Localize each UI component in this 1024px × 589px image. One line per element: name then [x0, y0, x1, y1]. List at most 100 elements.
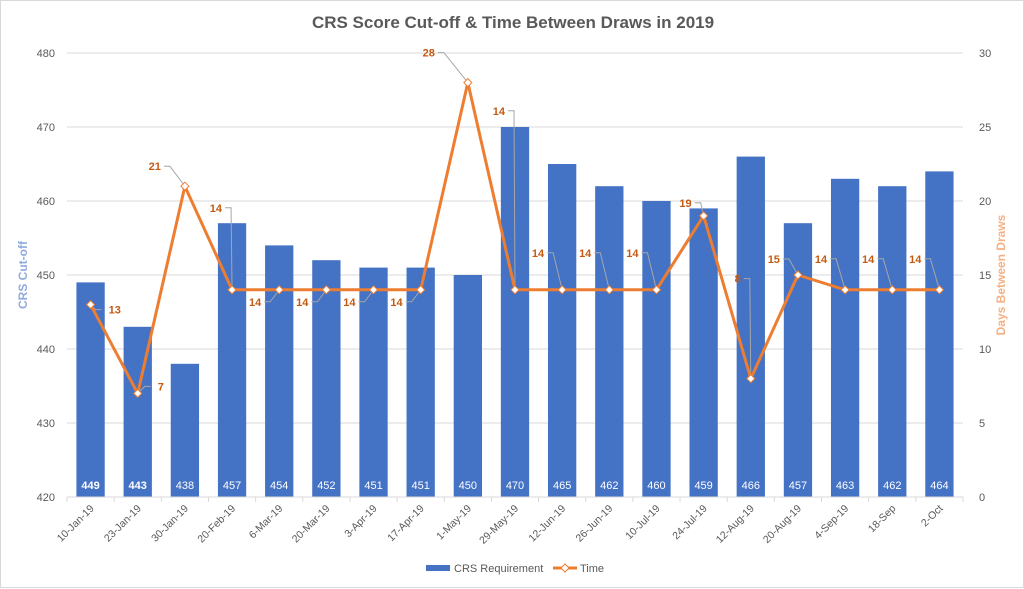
leader-line [311, 289, 327, 303]
x-tick-label: 23-Jan-19 [102, 503, 144, 545]
right-tick-label: 0 [979, 492, 985, 504]
x-tick-label: 12-Jun-19 [526, 503, 568, 545]
time-marker [887, 285, 897, 295]
leader-line [594, 252, 610, 290]
leader-line [782, 258, 799, 276]
bar-value-label: 443 [129, 480, 147, 492]
x-tick-label: 12-Aug-19 [714, 503, 757, 546]
bar-value-label: 438 [176, 480, 194, 492]
leader-line [877, 258, 893, 290]
bar [595, 186, 624, 497]
leader-line [694, 202, 705, 216]
leader-line [743, 278, 752, 379]
x-tick-label: 2-Oct [919, 503, 946, 530]
bar-value-label: 460 [647, 480, 665, 492]
x-tick-label: 20-Feb-19 [195, 503, 238, 546]
left-axis-ticks: 420 430 440 450 460 470 480 [37, 48, 55, 504]
leader-line [641, 252, 657, 290]
time-marker [746, 373, 756, 384]
bar-value-label: 454 [270, 480, 288, 492]
time-marker [180, 181, 190, 191]
left-tick-label: 480 [37, 48, 55, 60]
x-tick-label: 30-Jan-19 [149, 503, 191, 545]
right-tick-label: 30 [979, 48, 991, 60]
time-marker [321, 285, 332, 295]
x-axis [66, 496, 964, 502]
bar [783, 223, 813, 497]
time-marker [934, 285, 945, 295]
time-marker [604, 285, 615, 295]
bar [642, 201, 671, 497]
bar [736, 156, 765, 497]
bar-value-label: 470 [506, 480, 524, 492]
chart-title: CRS Score Cut-off & Time Between Draws i… [312, 13, 714, 32]
x-tick-label: 6-Mar-19 [247, 503, 286, 542]
left-tick-label: 450 [37, 270, 55, 282]
leader-line [547, 252, 563, 290]
x-tick-label: 17-Apr-19 [385, 503, 427, 545]
bar-value-label: 449 [81, 480, 99, 492]
time-value-label: 14 [390, 297, 403, 309]
left-tick-label: 420 [37, 492, 55, 504]
time-value-label: 14 [532, 248, 545, 260]
time-value-label: 14 [210, 203, 223, 215]
leader-line [508, 110, 516, 290]
right-tick-label: 5 [979, 418, 985, 430]
bar [170, 363, 200, 497]
left-tick-label: 440 [37, 344, 55, 356]
right-tick-label: 10 [979, 344, 991, 356]
bar-value-label: 463 [836, 480, 854, 492]
time-value-label: 19 [679, 198, 691, 210]
time-value-label: 14 [626, 248, 639, 260]
bar-value-label: 451 [364, 480, 382, 492]
bar-value-label: 450 [459, 480, 477, 492]
x-tick-label: 26-Jun-19 [574, 503, 616, 545]
bar [76, 282, 105, 497]
bar-value-label: 459 [694, 480, 712, 492]
bar-value-label: 452 [317, 480, 335, 492]
time-value-label: 14 [493, 106, 506, 118]
legend-swatch-crs-requirement [426, 565, 450, 571]
line-data-labels: 13 7 21 14 14 14 14 14 28 14 14 14 14 19 8 15 14 14 14 [109, 48, 923, 394]
bar-value-label: 464 [930, 480, 948, 492]
leader-line [437, 52, 469, 83]
right-tick-label: 25 [979, 122, 991, 134]
bar-data-labels: 449 443 438 457 454 452 451 451 450 470 465 462 460 4… [81, 480, 948, 492]
leader-line [405, 289, 422, 303]
right-axis-ticks: 0 5 10 15 20 25 30 [979, 48, 991, 504]
right-axis-title: Days Between Draws [994, 214, 1008, 335]
bar [830, 178, 860, 498]
legend-marker-time [560, 563, 570, 573]
bar-value-label: 451 [412, 480, 430, 492]
right-tick-label: 15 [979, 270, 991, 282]
legend-label-time: Time [580, 563, 604, 575]
legend: CRS Requirement Time [426, 563, 604, 575]
time-value-label: 8 [735, 274, 741, 286]
x-tick-label: 1-May-19 [434, 503, 474, 543]
x-tick-label: 18-Sep [866, 503, 899, 536]
line-series-time [85, 77, 945, 399]
time-marker [274, 285, 284, 295]
time-marker [793, 270, 803, 280]
time-marker [840, 285, 850, 295]
x-tick-label: 3-Apr-19 [342, 503, 379, 540]
legend-label-crs-requirement: CRS Requirement [454, 563, 543, 575]
time-value-label: 14 [909, 254, 922, 266]
leader-line [264, 289, 280, 303]
bar [453, 275, 482, 497]
time-marker [227, 285, 237, 295]
x-axis-tick-labels: 10-Jan-19 23-Jan-19 30-Jan-19 20-Feb-19 6-Ma… [55, 503, 946, 547]
bar-value-label: 462 [600, 480, 618, 492]
bar [406, 267, 435, 497]
x-tick-label: 4-Sep-19 [812, 503, 851, 542]
time-marker [651, 285, 662, 295]
bar [265, 245, 294, 497]
bar [359, 267, 388, 497]
x-tick-label: 29-May-19 [477, 503, 521, 547]
x-tick-label: 10-Jul-19 [623, 503, 663, 543]
left-tick-label: 470 [37, 122, 55, 134]
bar [312, 260, 341, 497]
x-tick-label: 24-Jul-19 [670, 503, 710, 543]
bar-value-label: 457 [789, 480, 807, 492]
